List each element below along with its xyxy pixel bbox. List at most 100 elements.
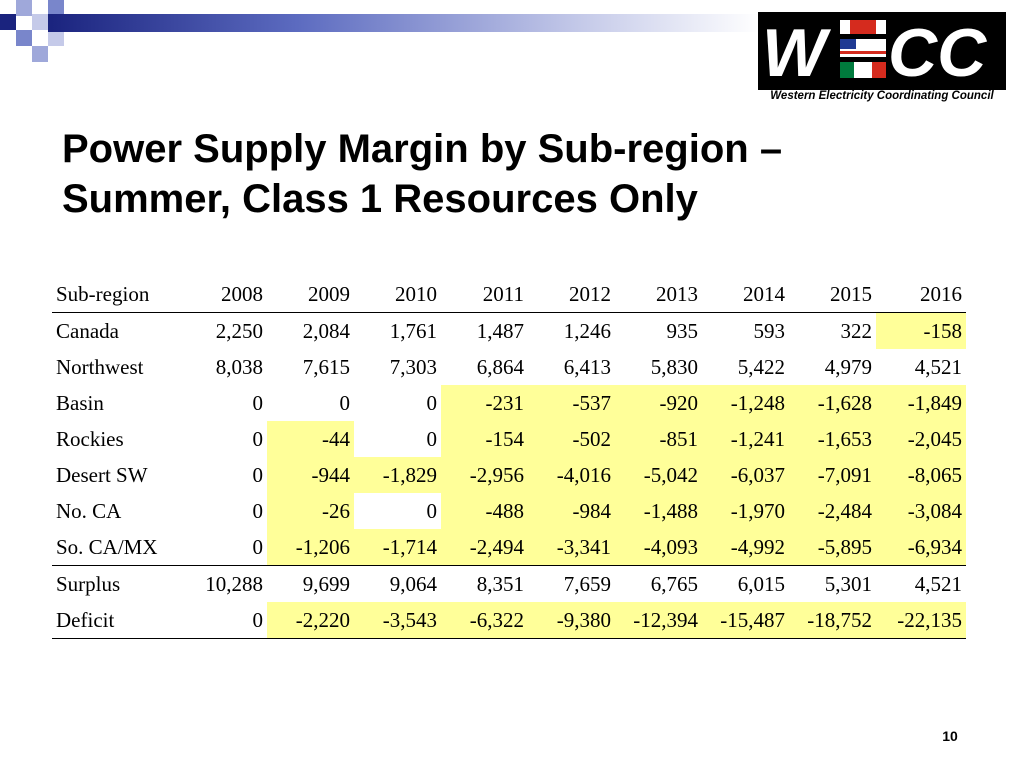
table-cell: -3,084 <box>876 493 966 529</box>
table-cell: 4,979 <box>824 354 872 379</box>
slide-title: Power Supply Margin by Sub-region – Summ… <box>62 124 922 224</box>
table-cell: -3,341 <box>528 529 615 566</box>
table-body: Canada 2,250 2,084 1,761 1,487 1,246 935 593 322… <box>52 312 966 639</box>
table-cell: -1,829 <box>354 457 441 493</box>
table-cell: 0 <box>252 462 264 487</box>
title-line-2: Summer, Class 1 Resources Only <box>62 177 698 221</box>
table-cell: -5,895 <box>789 529 876 566</box>
table-cell: -9,380 <box>528 602 615 639</box>
table-cell: 6,765 <box>615 565 702 602</box>
table-row: No. CA 0 -26 0 -488 -984 -1,488 -1,970 -2,484 -3,… <box>52 493 966 529</box>
table-cell: 9,699 <box>267 565 354 602</box>
table-cell: -26 <box>267 493 354 529</box>
table-cell: 8,038 <box>215 354 263 379</box>
table-cell: -1,628 <box>789 385 876 421</box>
table-cell: 6,015 <box>702 565 789 602</box>
table-cell: 0 <box>180 602 267 639</box>
table-cell: -22,135 <box>876 602 966 639</box>
column-header: Sub-region <box>52 276 180 313</box>
row-label: Northwest <box>56 354 144 379</box>
table-cell: 593 <box>753 318 786 343</box>
table-row: Canada 2,250 2,084 1,761 1,487 1,246 935 593 322… <box>52 312 966 349</box>
table-row: So. CA/MX 0 -1,206 -1,714 -2,494 -3,341 -4,093… <box>52 529 966 566</box>
table-cell: -158 <box>876 312 966 349</box>
table-cell: -1,248 <box>702 385 789 421</box>
flag-stripes-icon <box>840 20 886 78</box>
table-cell: -984 <box>528 493 615 529</box>
table-cell: -1,653 <box>789 421 876 457</box>
table-cell: -44 <box>267 421 354 457</box>
logo-letters: W CC <box>762 15 987 88</box>
table-cell: -1,714 <box>354 529 441 566</box>
table-cell: 4,521 <box>876 565 966 602</box>
table-cell: 1,487 <box>476 318 524 343</box>
table-cell: -15,487 <box>702 602 789 639</box>
table-row: Northwest 8,038 7,615 7,303 6,864 6,413 5,830 5… <box>52 349 966 385</box>
table-cell: 0 <box>252 390 264 415</box>
table-cell: 7,659 <box>528 565 615 602</box>
table-cell: -231 <box>441 385 528 421</box>
table-cell: 0 <box>426 390 438 415</box>
table-cell: -1,241 <box>702 421 789 457</box>
table-cell: -4,992 <box>702 529 789 566</box>
square-decoration <box>32 46 48 62</box>
table-cell: 6,864 <box>476 354 524 379</box>
table-cell: -944 <box>267 457 354 493</box>
table-cell: -4,093 <box>615 529 702 566</box>
table-cell: 7,303 <box>389 354 437 379</box>
table-cell: -1,970 <box>702 493 789 529</box>
header-gradient-bar <box>48 14 760 32</box>
square-decoration <box>0 14 16 30</box>
table-cell: -6,322 <box>441 602 528 639</box>
column-header: 2015 <box>789 276 876 313</box>
table-cell: 322 <box>840 318 873 343</box>
table-cell: -920 <box>615 385 702 421</box>
table-cell: 5,422 <box>737 354 785 379</box>
table-cell: -2,220 <box>267 602 354 639</box>
table-cell: 1,246 <box>563 318 611 343</box>
table-cell: -851 <box>615 421 702 457</box>
table-cell: -12,394 <box>615 602 702 639</box>
table-cell: 0 <box>339 390 351 415</box>
table-cell: -1,206 <box>267 529 354 566</box>
table-cell: 2,084 <box>302 318 350 343</box>
table-header-row: Sub-region 2008 2009 2010 2011 2012 2013… <box>52 276 966 313</box>
table-cell: 7,615 <box>302 354 350 379</box>
square-decoration <box>32 14 48 30</box>
table-cell: 0 <box>426 498 438 523</box>
table-cell: -6,934 <box>876 529 966 566</box>
table-cell: 2,250 <box>215 318 263 343</box>
table-cell: -8,065 <box>876 457 966 493</box>
column-header: 2016 <box>876 276 966 313</box>
table-cell: -3,543 <box>354 602 441 639</box>
table-cell: 0 <box>252 498 264 523</box>
column-header: 2014 <box>702 276 789 313</box>
column-header: 2008 <box>180 276 267 313</box>
page-number: 10 <box>942 728 958 744</box>
row-label: Surplus <box>52 565 180 602</box>
table-cell: -537 <box>528 385 615 421</box>
table-cell: -1,488 <box>615 493 702 529</box>
wecc-logo: W CC Western Electricity Coordinating Co… <box>758 12 1006 108</box>
table-cell: -2,484 <box>789 493 876 529</box>
column-header: 2011 <box>441 276 528 313</box>
row-label: So. CA/MX <box>56 534 158 559</box>
table-cell: -1,849 <box>876 385 966 421</box>
table-cell: 935 <box>666 318 699 343</box>
table-cell: 8,351 <box>441 565 528 602</box>
square-decoration <box>16 30 32 46</box>
row-label: Deficit <box>52 602 180 639</box>
title-line-1: Power Supply Margin by Sub-region – <box>62 127 783 171</box>
row-label: Basin <box>56 390 104 415</box>
square-decoration <box>16 0 32 16</box>
table-cell: -6,037 <box>702 457 789 493</box>
table-cell: 6,413 <box>563 354 611 379</box>
table-cell: -7,091 <box>789 457 876 493</box>
table-cell: 5,830 <box>650 354 698 379</box>
logo-letter-w: W <box>762 15 832 88</box>
table-row: Deficit 0 -2,220 -3,543 -6,322 -9,380 -12,394-… <box>52 602 966 639</box>
table-cell: -2,494 <box>441 529 528 566</box>
square-decoration <box>48 30 64 46</box>
column-header: 2013 <box>615 276 702 313</box>
table-row: Desert SW 0 -944 -1,829 -2,956 -4,016 -5,042 -6… <box>52 457 966 493</box>
